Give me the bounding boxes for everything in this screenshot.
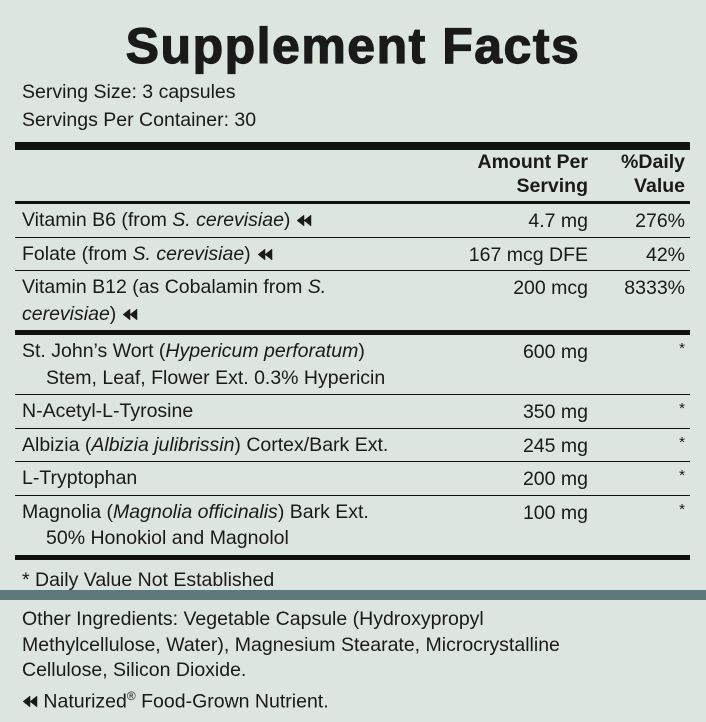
nutrient-row: N-Acetyl-L-Tyrosine 350 mg * bbox=[15, 394, 690, 428]
ingredients-line: Cellulose, Silicon Dioxide. bbox=[22, 659, 247, 681]
nutrient-row: St. John’s Wort (Hypericum perforatum) St… bbox=[15, 335, 690, 394]
amount: 350 mg bbox=[522, 401, 588, 423]
text: Albizia ( bbox=[22, 433, 92, 456]
naturized-icon bbox=[257, 247, 272, 261]
nutrient-row: Vitamin B6 (from S. cerevisiae) 4.7 mg 276… bbox=[15, 204, 690, 237]
naturized-legend: Naturized® Food-Grown Nutrient. bbox=[22, 684, 560, 715]
naturized-icon bbox=[122, 307, 138, 321]
serving-info: Serving Size: 3 capsules Servings Per Co… bbox=[15, 78, 690, 142]
nutrient-name-line: Vitamin B6 (from S. cerevisiae) bbox=[22, 207, 690, 234]
other-ingredients: Other Ingredients: Vegetable Capsule (Hy… bbox=[22, 607, 560, 715]
text: ) bbox=[283, 209, 291, 231]
daily-value: 42% bbox=[645, 243, 685, 266]
text: 50% Honokiol and Magnolol bbox=[46, 527, 289, 549]
nutrient-row: L-Tryptophan 200 mg * bbox=[15, 461, 690, 495]
nutrient-name-line: N-Acetyl-L-Tyrosine bbox=[22, 398, 690, 425]
text: Folate (from bbox=[22, 242, 133, 265]
row-group: Vitamin B6 (from S. cerevisiae) 4.7 mg 276… bbox=[15, 204, 690, 330]
dv-header: %Daily Value bbox=[621, 151, 685, 198]
nutrient-row: Folate (from S. cerevisiae) 167 mcg DFE 42… bbox=[15, 236, 690, 271]
nutrient-row: Vitamin B12 (as Cobalamin from S. cerevis… bbox=[15, 270, 690, 330]
amount: 4.7 mg bbox=[528, 210, 588, 232]
text: ) bbox=[244, 242, 251, 265]
italic-text: S. cerevisiae bbox=[132, 242, 245, 265]
table-body: Vitamin B6 (from S. cerevisiae) 4.7 mg 276… bbox=[15, 204, 690, 555]
daily-value: * bbox=[679, 467, 685, 484]
divider-band bbox=[0, 590, 706, 600]
text: ) bbox=[358, 340, 365, 362]
amount: 245 mg bbox=[522, 434, 588, 457]
nutrient-name-line: Magnolia (Magnolia officinalis) Bark Ext… bbox=[22, 499, 690, 526]
italic-text: cerevisiae bbox=[22, 302, 110, 325]
text: Stem, Leaf, Flower Ext. 0.3% Hypericin bbox=[46, 366, 386, 389]
nutrient-name-line: Albizia (Albizia julibrissin) Cortex/Bar… bbox=[22, 432, 690, 459]
ingredients-line: Other Ingredients: Vegetable Capsule (Hy… bbox=[22, 608, 484, 630]
text: Magnolia ( bbox=[22, 500, 114, 523]
naturized-icon bbox=[297, 214, 312, 227]
nutrient-name-line: Folate (from S. cerevisiae) bbox=[22, 241, 690, 268]
text: Food-Grown Nutrient. bbox=[135, 690, 329, 712]
nutrient-row: Magnolia (Magnolia officinalis) Bark Ext… bbox=[15, 494, 690, 555]
serving-size: Serving Size: 3 capsules bbox=[22, 81, 236, 103]
footnote: * Daily Value Not Established bbox=[22, 568, 275, 591]
nutrient-name-line: Vitamin B12 (as Cobalamin from S. bbox=[22, 274, 690, 301]
text: ) Bark Ext. bbox=[277, 500, 369, 523]
amount-header: Amount Per Serving bbox=[477, 151, 588, 198]
nutrient-name-line: L-Tryptophan bbox=[22, 465, 690, 492]
ingredients-line: Methylcellulose, Water), Magnesium Stear… bbox=[22, 633, 560, 656]
amount: 167 mcg DFE bbox=[468, 243, 588, 266]
nutrient-name-line: St. John’s Wort (Hypericum perforatum) bbox=[22, 338, 690, 365]
divider bbox=[15, 554, 690, 560]
daily-value: * bbox=[679, 340, 685, 357]
nutrient-row: Albizia (Albizia julibrissin) Cortex/Bar… bbox=[15, 427, 690, 462]
nutrient-name-line: 50% Honokiol and Magnolol bbox=[22, 525, 690, 552]
title: Supplement Facts bbox=[125, 17, 581, 74]
servings-per-container: Servings Per Container: 30 bbox=[22, 109, 257, 131]
table-header: Amount Per Serving %Daily Value bbox=[15, 142, 690, 204]
header-line: Value bbox=[634, 174, 685, 197]
amount: 200 mcg bbox=[513, 277, 588, 299]
text: ® bbox=[126, 688, 136, 703]
nutrient-name-line: Stem, Leaf, Flower Ext. 0.3% Hypericin bbox=[22, 365, 690, 392]
facts-panel: Serving Size: 3 capsules Servings Per Co… bbox=[15, 78, 690, 594]
text: ) bbox=[109, 302, 117, 325]
amount: 200 mg bbox=[522, 468, 588, 490]
text: N-Acetyl-L-Tyrosine bbox=[22, 400, 194, 422]
daily-value: 276% bbox=[635, 210, 685, 232]
italic-text: Magnolia officinalis bbox=[113, 500, 278, 523]
daily-value: * bbox=[679, 433, 685, 451]
daily-value: * bbox=[679, 400, 685, 417]
header-line: Amount Per bbox=[477, 151, 588, 173]
daily-value: 8333% bbox=[624, 277, 685, 299]
text: Vitamin B6 (from bbox=[22, 209, 173, 231]
nutrient-name-line: cerevisiae) bbox=[22, 301, 690, 328]
header-line: Serving bbox=[516, 174, 588, 197]
amount: 100 mg bbox=[522, 501, 588, 524]
daily-value: * bbox=[679, 500, 685, 518]
amount: 600 mg bbox=[522, 341, 588, 363]
text: St. John’s Wort ( bbox=[22, 340, 166, 362]
text: Vitamin B12 (as Cobalamin from bbox=[22, 276, 308, 298]
text: ) Cortex/Bark Ext. bbox=[234, 433, 389, 456]
naturized-icon bbox=[22, 695, 38, 708]
text: L-Tryptophan bbox=[22, 467, 138, 489]
italic-text: S. cerevisiae bbox=[172, 209, 284, 231]
italic-text: Albizia julibrissin bbox=[91, 433, 235, 456]
header-line: %Daily bbox=[621, 151, 685, 173]
text: Naturized bbox=[38, 690, 127, 712]
italic-text: S. bbox=[307, 276, 327, 298]
row-group: St. John’s Wort (Hypericum perforatum) St… bbox=[15, 330, 690, 555]
italic-text: Hypericum perforatum bbox=[165, 340, 359, 362]
